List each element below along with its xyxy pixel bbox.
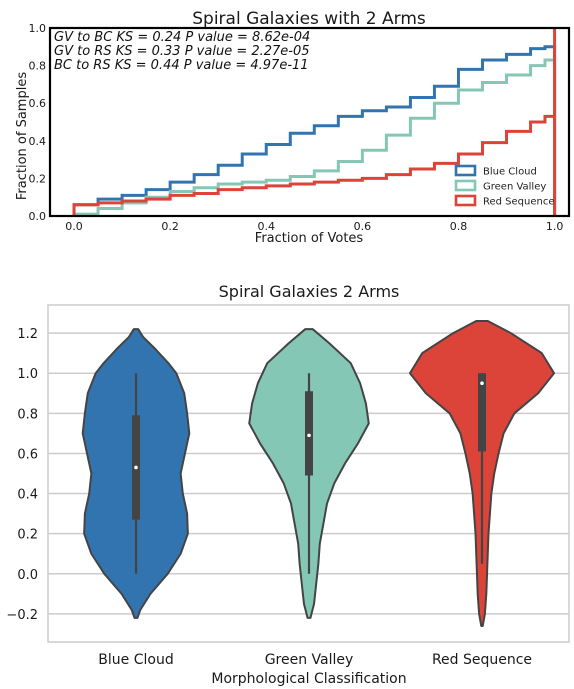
chart2-y-ticks: 1.2 1.0 0.8 0.6 0.4 0.2 0.0 −0.2 bbox=[6, 327, 38, 623]
chart2-plot-frame bbox=[47, 304, 570, 643]
chart1-x-tick-label: 0.2 bbox=[161, 220, 179, 233]
chart2-title: Spiral Galaxies 2 Arms bbox=[219, 282, 400, 301]
chart2-x-tick-label: Green Valley bbox=[265, 652, 354, 668]
violin-iqr-box-green-valley bbox=[305, 391, 313, 476]
chart1-x-tick-label: 0.6 bbox=[354, 220, 372, 233]
chart2-y-tick-label: −0.2 bbox=[6, 608, 38, 623]
chart1-y-tick-label: 0.2 bbox=[29, 172, 47, 185]
chart1-series bbox=[72, 28, 557, 216]
legend-label: Red Sequence bbox=[483, 197, 555, 208]
chart1-y-tick-label: 0.0 bbox=[29, 210, 47, 223]
chart1-y-tick-label: 1.0 bbox=[29, 22, 47, 35]
chart1-x-tick-label: 0.4 bbox=[258, 220, 276, 233]
chart2-y-tick-label: 0.4 bbox=[17, 488, 38, 503]
chart1-plot-frame bbox=[48, 26, 571, 218]
chart1-y-axis-label: Fraction of Samples bbox=[15, 72, 30, 200]
series-line-red-sequence bbox=[72, 28, 557, 216]
series-line-blue-cloud bbox=[72, 45, 557, 216]
chart1-legend: Blue Cloud Green Valley Red Sequence bbox=[454, 164, 555, 208]
violin-iqr-box-red-sequence bbox=[478, 373, 486, 452]
chart1-x-tick-label: 0.0 bbox=[65, 220, 83, 233]
ks-annotation-bc-rs: BC to RS KS = 0.44 P value = 4.97e-11 bbox=[54, 58, 309, 73]
legend-swatch-green-valley bbox=[454, 179, 477, 192]
chart2-y-tick-label: 0.6 bbox=[17, 447, 38, 462]
chart1-y-tick-label: 0.6 bbox=[29, 97, 47, 110]
chart1-annotations: GV to BC KS = 0.24 P value = 8.62e-04 GV… bbox=[54, 30, 310, 73]
chart2-x-tick-label: Blue Cloud bbox=[98, 652, 173, 668]
ks-annotation-gv-bc: GV to BC KS = 0.24 P value = 8.62e-04 bbox=[54, 30, 310, 45]
chart1-x-ticks: 0.0 0.2 0.4 0.6 0.8 1.0 bbox=[65, 220, 563, 233]
chart2-y-tick-label: 0.0 bbox=[17, 568, 38, 583]
chart2-y-tick-label: 0.8 bbox=[17, 407, 38, 422]
ks-cumulative-chart: Spiral Galaxies with 2 Arms Fraction of … bbox=[15, 9, 571, 246]
ks-annotation-gv-rs: GV to RS KS = 0.33 P value = 2.27e-05 bbox=[54, 44, 310, 59]
chart1-y-tick-label: 0.4 bbox=[29, 135, 47, 148]
chart2-y-tick-label: 0.2 bbox=[17, 528, 38, 543]
violin-median-blue-cloud bbox=[134, 465, 138, 470]
chart1-x-tick-label: 0.8 bbox=[450, 220, 468, 233]
legend-swatch-blue-cloud bbox=[454, 164, 477, 177]
chart2-x-axis-label: Morphological Classification bbox=[211, 671, 406, 687]
chart2-x-tick-label: Red Sequence bbox=[432, 652, 532, 668]
legend-label: Green Valley bbox=[483, 182, 546, 193]
chart2-y-tick-label: 1.2 bbox=[17, 327, 38, 342]
chart1-title: Spiral Galaxies with 2 Arms bbox=[192, 9, 426, 29]
chart2-y-tick-label: 1.0 bbox=[17, 367, 38, 382]
violin-median-green-valley bbox=[307, 433, 311, 438]
series-line-green-valley bbox=[72, 58, 557, 216]
legend-swatch-red-sequence bbox=[454, 194, 477, 207]
chart2-violins bbox=[81, 320, 555, 627]
chart1-y-tick-label: 0.8 bbox=[29, 60, 47, 73]
violin-median-red-sequence bbox=[480, 381, 484, 386]
chart2-x-ticks: Blue Cloud Green Valley Red Sequence bbox=[98, 652, 532, 668]
chart1-x-axis-label: Fraction of Votes bbox=[255, 231, 364, 246]
chart1-y-ticks: 0.0 0.2 0.4 0.6 0.8 1.0 bbox=[29, 22, 47, 223]
chart1-x-tick-label: 1.0 bbox=[546, 220, 564, 233]
legend-label: Blue Cloud bbox=[483, 167, 537, 178]
